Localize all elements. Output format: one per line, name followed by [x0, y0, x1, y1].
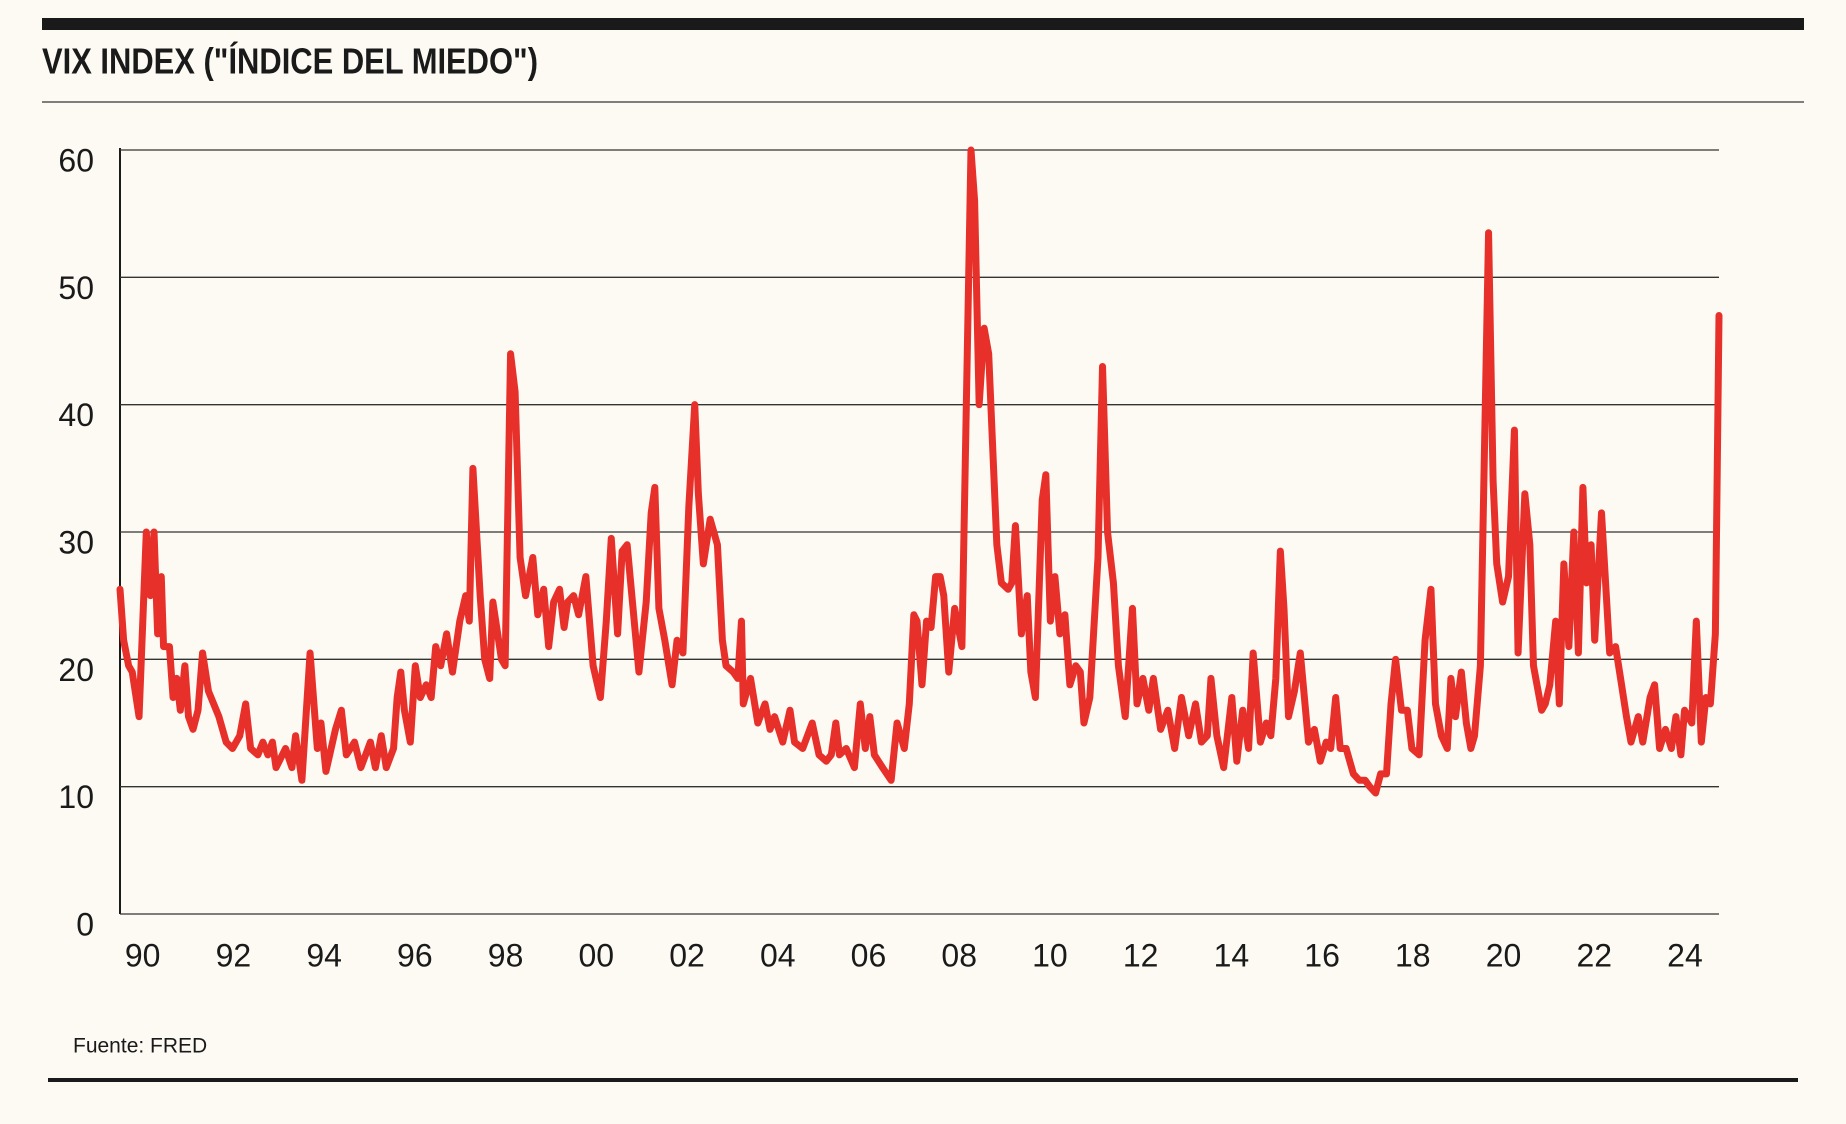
source-note: Fuente: FRED	[73, 1035, 207, 1058]
x-tick-label: 24	[1667, 937, 1703, 973]
y-tick-label: 40	[58, 397, 94, 433]
x-tick-label: 08	[941, 937, 977, 973]
x-tick-label: 00	[579, 937, 615, 973]
chart-title: VIX INDEX ("ÍNDICE DEL MIEDO")	[42, 41, 538, 82]
x-tick-label: 14	[1214, 937, 1250, 973]
y-tick-label: 50	[58, 270, 94, 306]
x-tick-label: 20	[1486, 937, 1522, 973]
x-tick-label: 96	[397, 937, 433, 973]
data-line	[116, 146, 1723, 797]
y-tick-label: 0	[76, 906, 94, 942]
x-tick-label: 98	[488, 937, 524, 973]
x-tick-label: 16	[1304, 937, 1340, 973]
y-tick-label: 20	[58, 652, 94, 688]
x-tick-label: 22	[1576, 937, 1612, 973]
x-tick-label: 02	[669, 937, 705, 973]
x-tick-label: 94	[306, 937, 342, 973]
x-tick-label: 92	[216, 937, 252, 973]
x-tick-label: 04	[760, 937, 796, 973]
y-tick-label: 60	[58, 142, 94, 178]
x-tick-label: 12	[1123, 937, 1159, 973]
x-tick-label: 90	[125, 937, 161, 973]
x-tick-label: 18	[1395, 937, 1431, 973]
top-rule	[42, 18, 1804, 30]
x-tick-label: 10	[1032, 937, 1068, 973]
y-tick-label: 10	[58, 779, 94, 815]
x-tick-label: 06	[851, 937, 887, 973]
y-tick-label: 30	[58, 524, 94, 560]
